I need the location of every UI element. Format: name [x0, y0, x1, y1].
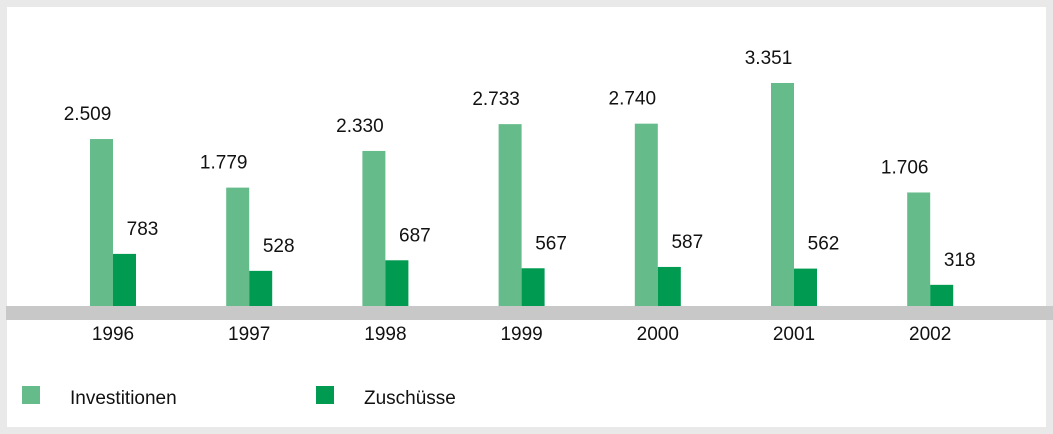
- x-tick-label: 1996: [92, 324, 134, 345]
- panel: [7, 7, 1046, 427]
- x-tick-label: 1999: [500, 324, 542, 345]
- legend-label: Investitionen: [70, 388, 177, 409]
- value-label: 2.740: [609, 89, 657, 110]
- bar: [634, 123, 658, 306]
- bar: [794, 268, 817, 306]
- x-tick-label: 2000: [637, 324, 679, 345]
- value-label: 587: [671, 232, 703, 253]
- bar: [362, 150, 386, 306]
- bar: [113, 253, 136, 306]
- value-label: 2.733: [472, 89, 520, 110]
- legend-swatch: [22, 386, 40, 404]
- value-label: 1.779: [200, 153, 248, 174]
- x-tick-label: 1997: [228, 324, 270, 345]
- x-tick-label: 2002: [909, 324, 951, 345]
- bar: [498, 124, 522, 307]
- legend-label: Zuschüsse: [364, 388, 456, 409]
- x-tick-label: 2001: [773, 324, 815, 345]
- bar: [771, 83, 794, 306]
- value-label: 567: [535, 233, 567, 254]
- bar: [385, 260, 409, 306]
- value-label: 1.706: [881, 157, 929, 178]
- value-label: 528: [263, 236, 295, 257]
- baseline: [6, 306, 1053, 320]
- bar: [521, 268, 545, 306]
- value-label: 3.351: [745, 48, 793, 69]
- value-label: 687: [399, 225, 431, 246]
- bar: [90, 139, 113, 306]
- value-label: 562: [808, 234, 840, 255]
- value-label: 318: [944, 250, 976, 271]
- value-label: 2.330: [336, 116, 384, 137]
- bar: [907, 192, 931, 306]
- bar: [226, 187, 250, 306]
- value-label: 2.509: [64, 104, 112, 125]
- x-tick-label: 1998: [364, 324, 406, 345]
- value-label: 783: [127, 219, 159, 240]
- bar: [249, 270, 273, 306]
- bar: [657, 266, 681, 306]
- legend-swatch: [316, 386, 334, 404]
- bar: [930, 284, 954, 306]
